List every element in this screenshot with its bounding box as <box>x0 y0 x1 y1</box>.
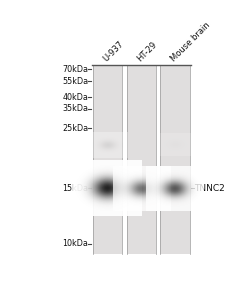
Bar <box>127 65 156 254</box>
Text: 35kDa: 35kDa <box>62 104 88 113</box>
Text: HT-29: HT-29 <box>135 40 158 64</box>
Bar <box>160 65 190 254</box>
Bar <box>93 65 122 254</box>
Text: 10kDa: 10kDa <box>62 239 88 248</box>
Text: 25kDa: 25kDa <box>62 124 88 133</box>
Text: 55kDa: 55kDa <box>62 76 88 85</box>
Text: TNNC2: TNNC2 <box>194 184 225 193</box>
Text: Mouse brain: Mouse brain <box>169 21 212 64</box>
Text: 40kDa: 40kDa <box>62 93 88 102</box>
Text: 70kDa: 70kDa <box>62 65 88 74</box>
Text: 15kDa: 15kDa <box>62 184 88 193</box>
Text: U-937: U-937 <box>101 40 125 64</box>
